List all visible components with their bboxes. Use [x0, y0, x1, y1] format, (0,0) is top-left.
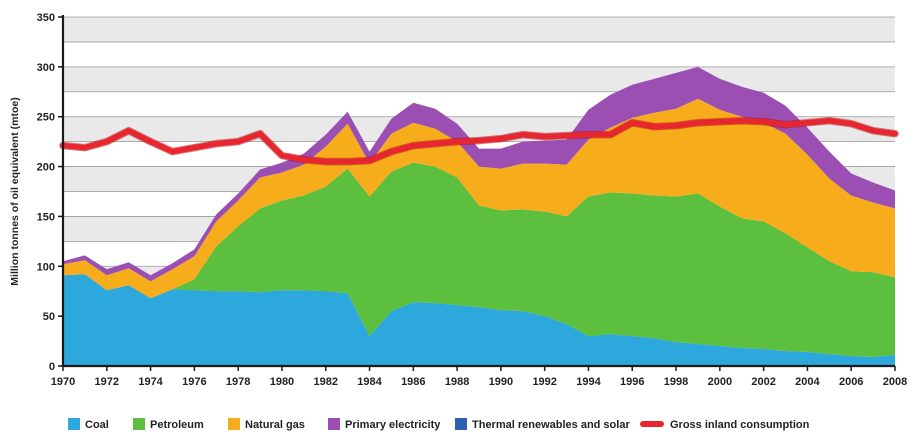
- x-tick-label: 1980: [270, 376, 294, 388]
- y-tick-label: 150: [37, 211, 55, 223]
- x-tick-label: 1978: [226, 376, 250, 388]
- y-tick-label: 250: [37, 112, 55, 124]
- area-petroleum: [63, 162, 895, 358]
- legend-label-petroleum: Petroleum: [150, 419, 204, 431]
- x-tick-label: 2006: [839, 376, 863, 388]
- x-tick-label: 1996: [620, 376, 644, 388]
- grid-band: [63, 41, 895, 67]
- x-tick-label: 2002: [751, 376, 775, 388]
- axes: [58, 15, 896, 371]
- legend-swatch-petroleum: [133, 418, 145, 430]
- x-tick-label: 1974: [138, 376, 163, 388]
- legend-label-thermal-renewables-and-solar: Thermal renewables and solar: [472, 419, 630, 431]
- x-tick-label: 1984: [357, 376, 382, 388]
- x-tick-label: 2004: [795, 376, 820, 388]
- x-tick-label: 2008: [883, 376, 907, 388]
- x-tick-label: 1970: [51, 376, 75, 388]
- x-tick-label: 1976: [182, 376, 206, 388]
- x-tick-label: 1994: [576, 376, 601, 388]
- y-tick-label: 100: [37, 261, 55, 273]
- area-natural-gas: [63, 98, 895, 299]
- y-tick-label: 50: [43, 311, 55, 323]
- consumption-line-group: [59, 116, 899, 166]
- x-tick-label: 1988: [445, 376, 469, 388]
- legend-label-primary-electricity: Primary electricity: [345, 419, 441, 431]
- legend-swatch-thermal-renewables-and-solar: [455, 418, 467, 430]
- y-tick-label: 350: [37, 12, 55, 24]
- area-series: [63, 66, 895, 366]
- x-tick-label: 2000: [708, 376, 732, 388]
- consumption-line: [60, 117, 898, 165]
- x-tick-label: 1982: [313, 376, 337, 388]
- y-tick-label: 0: [49, 361, 55, 373]
- legend-swatch-coal: [68, 418, 80, 430]
- x-tick-label: 1990: [489, 376, 513, 388]
- legend-swatch-primary-electricity: [328, 418, 340, 430]
- x-tick-label: 1992: [532, 376, 556, 388]
- x-tick-label: 1986: [401, 376, 425, 388]
- legend-line-gross-inland-consumption: [640, 421, 664, 427]
- legend-label-natural-gas: Natural gas: [245, 419, 305, 431]
- grid-band: [63, 17, 895, 42]
- legend-label-coal: Coal: [85, 419, 109, 431]
- x-tick-labels: 1970 1972 1974 1976 1978 1980 1982 1984 1986 1988…: [51, 376, 907, 388]
- legend-swatch-natural-gas: [228, 418, 240, 430]
- x-tick-label: 1998: [664, 376, 688, 388]
- legend-label-gross-inland-consumption: Gross inland consumption: [670, 419, 810, 431]
- x-tick-label: 1972: [95, 376, 119, 388]
- legend: Coal Petroleum Natural gas Primary electric…: [68, 418, 810, 431]
- y-tick-labels: 0 50 100 150 200 250 300 350: [37, 12, 55, 373]
- y-axis-label: Million tonnes of oil equivalent (mtoe): [9, 97, 21, 285]
- y-tick-label: 300: [37, 62, 55, 74]
- y-tick-label: 200: [37, 162, 55, 174]
- grid-band: [63, 66, 895, 92]
